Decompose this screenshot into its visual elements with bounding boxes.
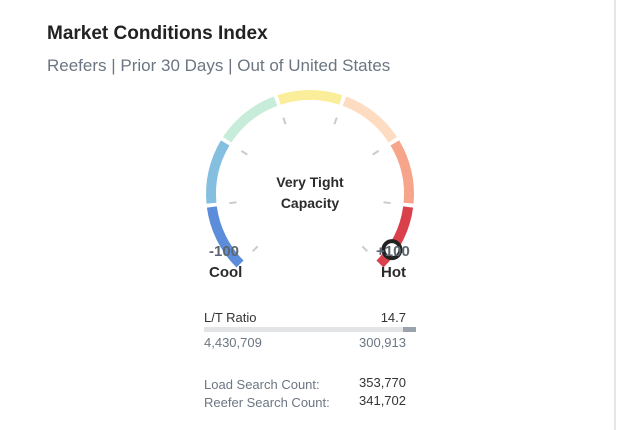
lt-ratio-bar xyxy=(204,327,416,332)
gauge-tick-0 xyxy=(252,245,259,252)
gauge-status-line2: Capacity xyxy=(280,195,340,211)
card-subtitle: Reefers | Prior 30 Days | Out of United … xyxy=(47,56,391,75)
loads-count: 4,430,709 xyxy=(204,335,262,350)
gauge-segment-5 xyxy=(342,96,397,143)
lt-ratio-label: L/T Ratio xyxy=(204,310,257,325)
gauge-tick-2 xyxy=(240,150,248,156)
gauge-segment-3 xyxy=(223,96,278,143)
lt-ratio-bar-fill xyxy=(403,327,416,332)
reefer-search-count-label: Reefer Search Count: xyxy=(204,395,330,410)
gauge-indicator-knob xyxy=(381,239,403,261)
gauge-max-value: +100 xyxy=(376,243,410,260)
load-search-count-value: 353,770 xyxy=(359,375,406,390)
card-title: Market Conditions Index xyxy=(47,23,268,44)
gauge-min-value: -100 xyxy=(209,243,240,260)
gauge-tick-6 xyxy=(383,201,391,205)
trucks-count: 300,913 xyxy=(359,335,406,350)
gauge-segment-2 xyxy=(206,140,230,204)
gauge-tick-3 xyxy=(282,117,287,125)
gauge-status: Very Tight Capacity xyxy=(260,172,360,214)
gauge-min-label: Cool xyxy=(209,264,243,281)
gauge-tick-4 xyxy=(333,117,338,125)
market-gauge xyxy=(206,90,414,268)
reefer-search-count-value: 341,702 xyxy=(359,393,406,408)
gauge-status-line1: Very Tight xyxy=(276,174,344,190)
gauge-tick-7 xyxy=(361,245,368,252)
load-search-count-label: Load Search Count: xyxy=(204,377,320,392)
gauge-segment-7 xyxy=(376,206,414,268)
gauge-max-label: Hot xyxy=(381,264,406,281)
gauge-tick-1 xyxy=(229,201,237,205)
gauge-segment-1 xyxy=(206,206,244,268)
panel-divider xyxy=(614,0,616,430)
gauge-segment-6 xyxy=(390,140,414,204)
gauge-tick-5 xyxy=(372,150,380,156)
lt-ratio-value: 14.7 xyxy=(380,310,406,325)
gauge-segment-4 xyxy=(277,90,343,105)
